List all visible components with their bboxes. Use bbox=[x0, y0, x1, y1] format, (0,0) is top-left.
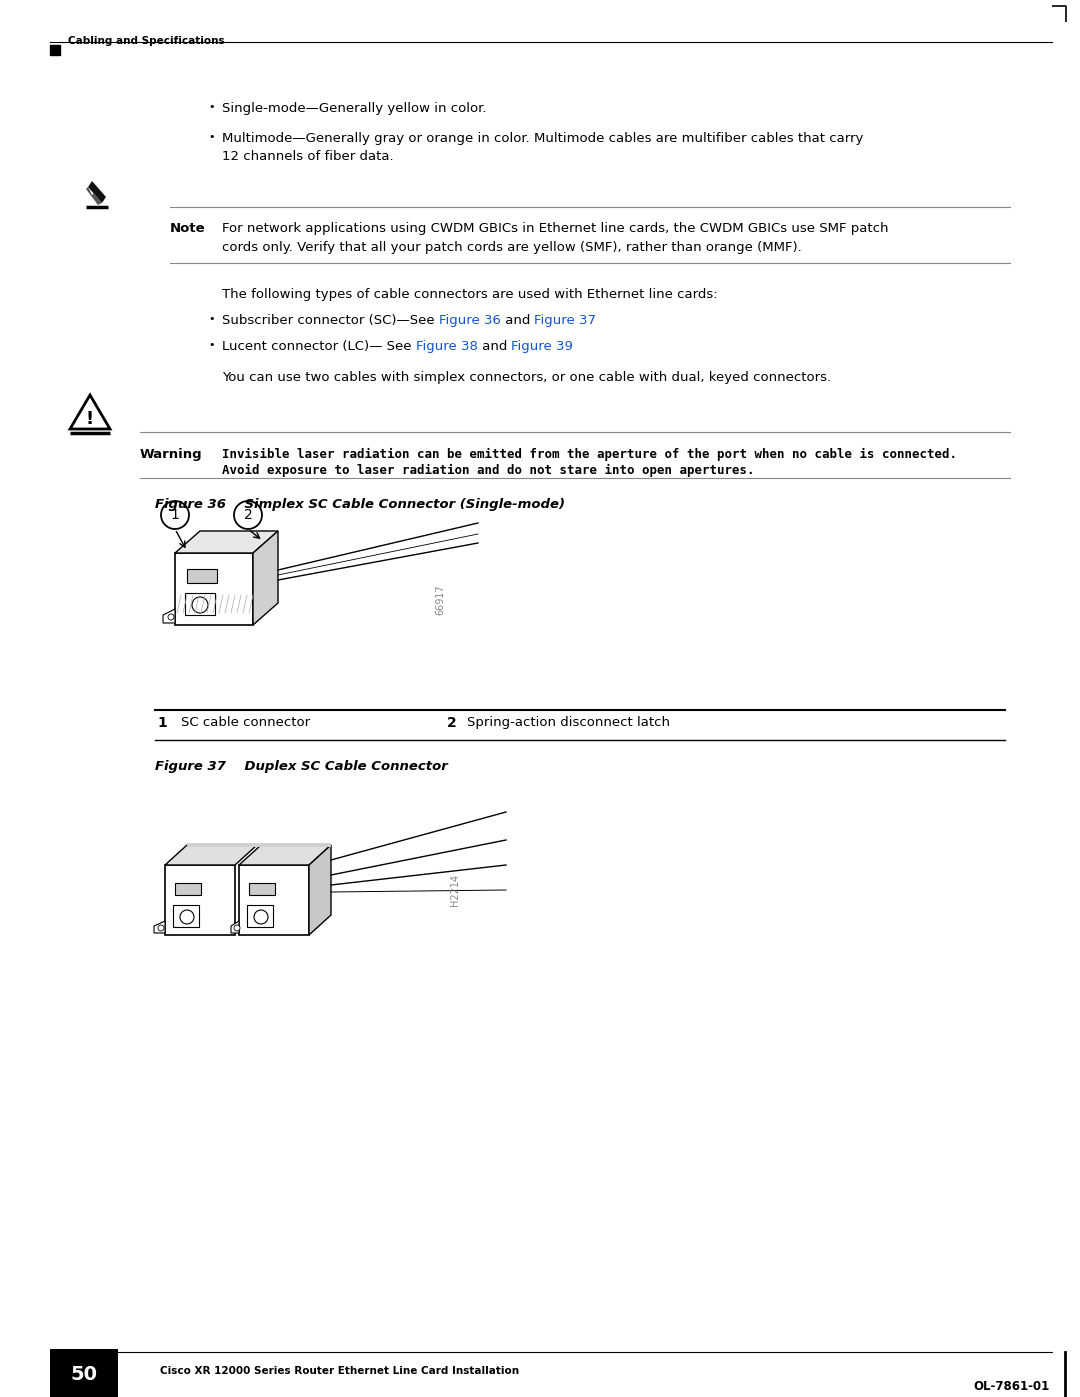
Bar bbox=[50, 1350, 118, 1397]
Text: Single-mode—Generally yellow in color.: Single-mode—Generally yellow in color. bbox=[222, 102, 486, 115]
Text: •: • bbox=[208, 314, 215, 324]
Text: Subscriber connector (SC)—See: Subscriber connector (SC)—See bbox=[222, 314, 438, 327]
Text: Note: Note bbox=[170, 222, 205, 235]
Text: Cabling and Specifications: Cabling and Specifications bbox=[68, 36, 225, 46]
Text: 66917: 66917 bbox=[435, 584, 445, 615]
Bar bbox=[187, 569, 217, 583]
Text: Cisco XR 12000 Series Router Ethernet Line Card Installation: Cisco XR 12000 Series Router Ethernet Li… bbox=[160, 1366, 519, 1376]
Text: Figure 36: Figure 36 bbox=[156, 497, 226, 511]
Polygon shape bbox=[86, 187, 102, 205]
Text: Spring-action disconnect latch: Spring-action disconnect latch bbox=[467, 717, 670, 729]
Circle shape bbox=[234, 502, 262, 529]
Text: Invisible laser radiation can be emitted from the aperture of the port when no c: Invisible laser radiation can be emitted… bbox=[222, 448, 957, 461]
Text: OL-7861-01: OL-7861-01 bbox=[974, 1380, 1050, 1393]
Text: •: • bbox=[208, 131, 215, 142]
Circle shape bbox=[180, 909, 194, 923]
Text: 12 channels of fiber data.: 12 channels of fiber data. bbox=[222, 149, 393, 163]
Polygon shape bbox=[165, 845, 257, 865]
Text: Simplex SC Cable Connector (Single-mode): Simplex SC Cable Connector (Single-mode) bbox=[226, 497, 565, 511]
Text: 1: 1 bbox=[157, 717, 166, 731]
Text: Figure 39: Figure 39 bbox=[511, 339, 573, 353]
Text: 1: 1 bbox=[171, 509, 179, 522]
Text: You can use two cables with simplex connectors, or one cable with dual, keyed co: You can use two cables with simplex conn… bbox=[222, 372, 832, 384]
Text: For network applications using CWDM GBICs in Ethernet line cards, the CWDM GBICs: For network applications using CWDM GBIC… bbox=[222, 222, 889, 235]
Text: Figure 37: Figure 37 bbox=[535, 314, 596, 327]
Text: Avoid exposure to laser radiation and do not stare into open apertures.: Avoid exposure to laser radiation and do… bbox=[222, 464, 755, 478]
Bar bbox=[175, 553, 253, 624]
Bar bbox=[249, 883, 275, 895]
Text: 50: 50 bbox=[70, 1365, 97, 1383]
Bar bbox=[173, 905, 199, 928]
Bar bbox=[185, 592, 215, 615]
Polygon shape bbox=[239, 845, 330, 865]
Polygon shape bbox=[87, 182, 106, 203]
Circle shape bbox=[234, 925, 240, 930]
Text: 2: 2 bbox=[244, 509, 253, 522]
Polygon shape bbox=[175, 531, 278, 553]
Polygon shape bbox=[309, 845, 330, 935]
Text: Lucent connector (LC)— See: Lucent connector (LC)— See bbox=[222, 339, 416, 353]
Text: The following types of cable connectors are used with Ethernet line cards:: The following types of cable connectors … bbox=[222, 288, 717, 300]
Bar bbox=[239, 865, 309, 935]
Text: •: • bbox=[208, 102, 215, 112]
Circle shape bbox=[192, 597, 208, 613]
Text: Duplex SC Cable Connector: Duplex SC Cable Connector bbox=[226, 760, 448, 773]
Bar bbox=[175, 883, 201, 895]
Text: H2214: H2214 bbox=[450, 875, 460, 907]
Text: SC cable connector: SC cable connector bbox=[181, 717, 310, 729]
Polygon shape bbox=[231, 921, 239, 933]
Bar bbox=[165, 865, 235, 935]
Bar bbox=[247, 905, 273, 928]
Text: Figure 37: Figure 37 bbox=[156, 760, 226, 773]
Polygon shape bbox=[154, 921, 165, 933]
Circle shape bbox=[254, 909, 268, 923]
Text: Figure 38: Figure 38 bbox=[416, 339, 477, 353]
Text: •: • bbox=[208, 339, 215, 351]
Text: and: and bbox=[477, 339, 511, 353]
Bar bbox=[187, 842, 330, 847]
Bar bbox=[50, 45, 60, 54]
Text: and: and bbox=[501, 314, 535, 327]
Text: 2: 2 bbox=[447, 717, 457, 731]
Text: Figure 36: Figure 36 bbox=[438, 314, 501, 327]
Text: !: ! bbox=[86, 409, 94, 427]
Circle shape bbox=[168, 615, 174, 620]
Polygon shape bbox=[163, 609, 175, 623]
Circle shape bbox=[161, 502, 189, 529]
Text: Warning: Warning bbox=[140, 448, 203, 461]
Polygon shape bbox=[253, 531, 278, 624]
Polygon shape bbox=[70, 395, 110, 429]
Text: cords only. Verify that all your patch cords are yellow (SMF), rather than orang: cords only. Verify that all your patch c… bbox=[222, 242, 801, 254]
Text: Multimode—Generally gray or orange in color. Multimode cables are multifiber cab: Multimode—Generally gray or orange in co… bbox=[222, 131, 863, 145]
Circle shape bbox=[158, 925, 164, 930]
